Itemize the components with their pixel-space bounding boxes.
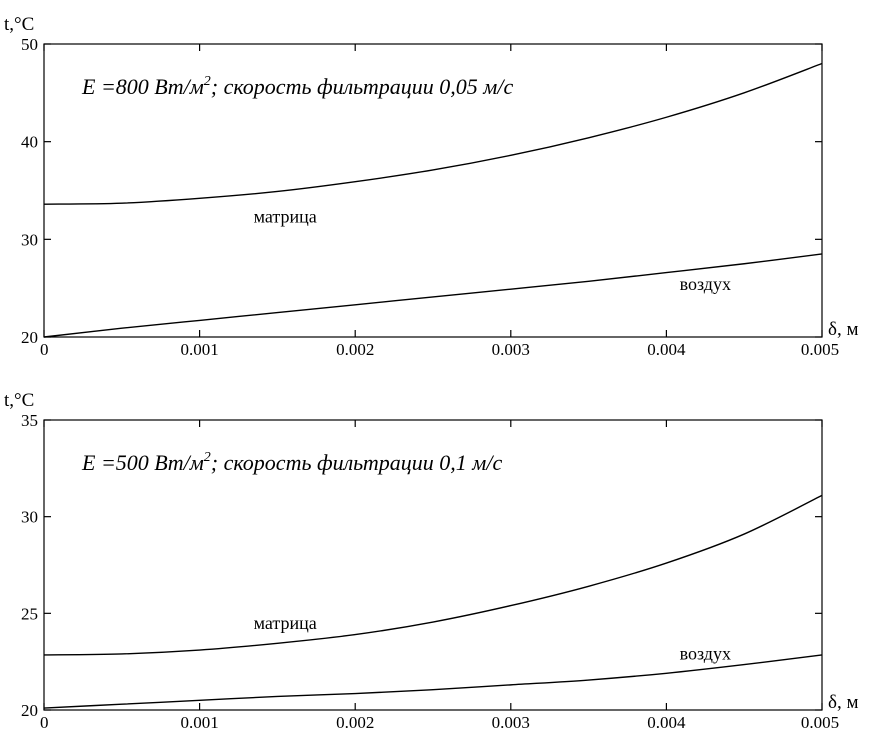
series-label-1: воздух xyxy=(680,274,731,294)
plot-frame xyxy=(43,43,823,338)
series-line-1 xyxy=(43,654,823,709)
chart-annotation: E =500 Bт/м2; скорость фильтрации 0,1 м/… xyxy=(81,450,502,475)
series-label-1: воздух xyxy=(680,644,731,664)
series-line-0 xyxy=(43,494,823,656)
x-tick-label: 0 xyxy=(40,340,49,359)
x-tick-label: 0.001 xyxy=(180,713,218,732)
chart-panel-1: 0 0.001 0.002 0.003 0.004 0.005 20 25 30 35t,°C δ,… xyxy=(4,390,858,732)
x-tick-label: 0.005 xyxy=(801,713,839,732)
y-tick-label: 50 xyxy=(21,35,38,54)
y-axis-title: t,°C xyxy=(4,14,34,35)
y-tick-label: 30 xyxy=(21,508,38,527)
y-tick-label: 40 xyxy=(21,133,38,152)
x-tick-label: 0.002 xyxy=(336,713,374,732)
x-tick-label: 0.005 xyxy=(801,340,839,359)
y-tick-label: 25 xyxy=(21,604,38,623)
x-tick-label: 0.004 xyxy=(647,713,686,732)
series-line-0 xyxy=(43,62,823,205)
x-axis-title: δ, м xyxy=(828,692,858,713)
chart-annotation: E =800 Bт/м2; скорость фильтрации 0,05 м… xyxy=(81,74,513,99)
series-label-0: матрица xyxy=(254,613,317,633)
x-tick-label: 0.003 xyxy=(492,713,530,732)
y-tick-label: 30 xyxy=(21,230,38,249)
y-tick-label: 35 xyxy=(21,411,38,430)
x-tick-label: 0.001 xyxy=(180,340,218,359)
x-tick-label: 0.004 xyxy=(647,340,686,359)
y-tick-label: 20 xyxy=(21,328,38,347)
plot-frame xyxy=(43,419,823,711)
series-label-0: матрица xyxy=(254,207,317,227)
x-axis-title: δ, м xyxy=(828,319,858,340)
x-tick-label: 0.002 xyxy=(336,340,374,359)
x-tick-label: 0.003 xyxy=(492,340,530,359)
x-tick-label: 0 xyxy=(40,713,49,732)
y-tick-label: 20 xyxy=(21,701,38,720)
y-axis-title: t,°C xyxy=(4,390,34,411)
series-line-1 xyxy=(43,253,823,338)
chart-panel-0: 0 0.001 0.002 0.003 0.004 0.005 20 30 40 50t,°C δ,… xyxy=(4,14,858,359)
